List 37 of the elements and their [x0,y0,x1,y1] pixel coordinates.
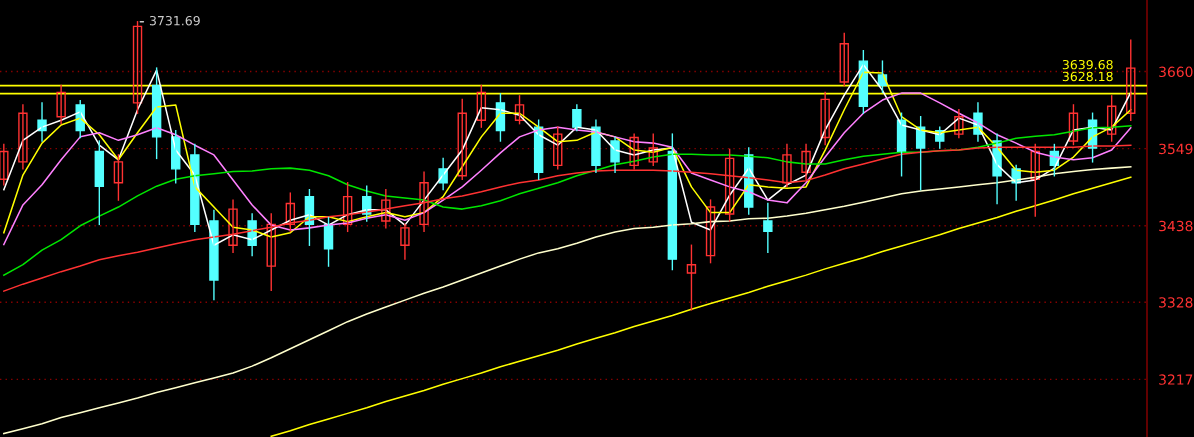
candlestick [457,98,467,180]
candlestick [0,143,9,186]
candlestick [228,199,238,253]
y-tick-label: 3660 [1159,66,1193,78]
candlestick [113,154,124,201]
ref-line-label: 3639.68 [1062,59,1113,70]
candlestick [342,182,353,233]
line-series [270,176,1132,437]
candlestick [686,244,697,311]
candlestick [553,126,563,170]
candlestick [648,133,658,167]
candlestick [285,192,296,233]
line-series [3,165,1132,435]
y-tick-label: 3438 [1159,220,1193,232]
y-tick-label: 3328 [1159,297,1193,308]
candlestick [514,95,525,125]
candlestick [400,223,410,260]
candlestick [1106,95,1117,142]
candlestick [132,21,143,114]
candlestick [56,84,66,125]
candlestick [705,199,716,264]
candlestick [724,148,735,222]
y-tick-label: 3549 [1159,143,1193,155]
line-series [3,92,1132,246]
candlestick [18,104,28,170]
line-series [3,124,1132,276]
candlestick [381,188,391,229]
candlestick [954,109,964,139]
candlestick [419,171,429,233]
candlestick [820,91,830,146]
candlestick [1126,39,1136,121]
candlestick [1068,104,1079,146]
annotation: 3731.69 [149,15,200,26]
y-tick-label: 3217 [1159,374,1193,385]
candlestick [839,32,849,87]
candlestick [476,84,487,128]
ref-line-label: 3628.18 [1062,71,1113,82]
